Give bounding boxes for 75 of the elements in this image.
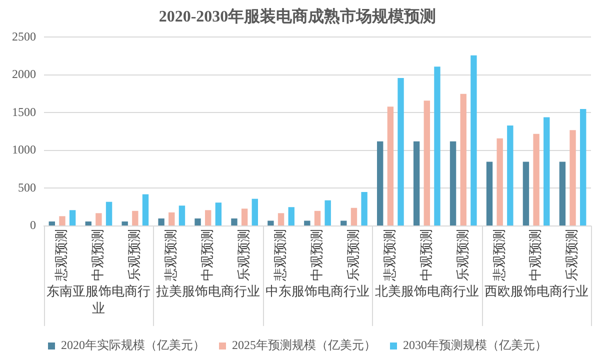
bar (470, 55, 477, 226)
bar (106, 202, 112, 226)
bar (570, 130, 576, 226)
x-tick-label: 乐观预测 (454, 229, 470, 281)
bar (96, 213, 102, 226)
y-tick-label: 1500 (12, 104, 36, 119)
bar (450, 141, 456, 226)
x-tick-label: 悲观预测 (272, 229, 288, 282)
bar (194, 218, 201, 226)
bar (387, 106, 394, 226)
bar (231, 218, 238, 226)
bar (324, 200, 331, 226)
x-tick-label: 乐观预测 (236, 229, 251, 281)
legend-label: 2025年预测规模（亿美元） (232, 338, 376, 352)
x-tick-label: 悲观预测 (54, 229, 69, 282)
bar (314, 210, 321, 226)
text: 中东服饰电商行业 (266, 283, 370, 298)
bar (288, 207, 294, 226)
x-tick-label: 中观预测 (308, 229, 324, 281)
bar (59, 216, 66, 226)
bar (252, 198, 258, 226)
y-tick-label: 500 (18, 180, 36, 194)
x-tick-label: 乐观预测 (126, 229, 142, 281)
bar (122, 221, 128, 226)
bar (522, 162, 530, 226)
y-tick-label: 1000 (12, 142, 36, 157)
bar (268, 220, 274, 226)
bar (424, 100, 430, 226)
legend-label: 2030年预测规模（亿美元） (403, 338, 547, 352)
bar (69, 210, 76, 226)
bar (158, 218, 164, 226)
bar (132, 210, 138, 226)
bar (350, 208, 358, 226)
bar (507, 126, 514, 226)
text: 拉美服饰电商行业 (156, 283, 260, 298)
legend-label: 2020年实际规模（亿美元） (61, 338, 205, 352)
bar (377, 141, 384, 226)
bar (544, 117, 550, 226)
x-tick-label: 悲观预测 (382, 229, 397, 282)
bar (533, 134, 540, 226)
bar (278, 213, 284, 226)
x-tick-label: 中观预测 (200, 229, 215, 281)
bar (48, 221, 55, 226)
bar (142, 194, 149, 226)
bar (304, 220, 310, 226)
x-tick-label: 乐观预测 (345, 229, 360, 281)
bar (85, 221, 92, 226)
y-tick-label: 0 (30, 218, 36, 232)
text: 北美服饰电商行业 (374, 283, 479, 298)
x-tick-label: 中观预测 (90, 229, 106, 281)
bar (361, 192, 368, 226)
bar (559, 162, 566, 226)
bar (215, 202, 222, 226)
text: 东南亚服饰电商行业 (46, 283, 151, 316)
x-tick-label: 悲观预测 (163, 229, 178, 282)
bar (168, 212, 175, 226)
x-tick-label: 中观预测 (418, 229, 434, 281)
x-tick-label: 乐观预测 (564, 229, 580, 281)
x-tick-label: 中观预测 (528, 229, 543, 281)
text: 西欧服饰电商行业 (484, 283, 588, 298)
bar (413, 141, 420, 226)
chart-title: 2020-2030年服装电商成熟市场规模预测 (158, 8, 436, 26)
bar (434, 66, 440, 226)
bar (580, 108, 586, 226)
bar (398, 78, 404, 226)
bar (496, 138, 503, 226)
y-tick-label: 2500 (12, 29, 36, 44)
bar (486, 162, 493, 226)
bar (241, 208, 248, 226)
bar (205, 210, 212, 226)
x-tick-label: 悲观预测 (491, 229, 506, 282)
y-tick-label: 2000 (12, 67, 36, 82)
bar (178, 206, 186, 226)
bar (460, 94, 466, 226)
bar (340, 220, 347, 226)
